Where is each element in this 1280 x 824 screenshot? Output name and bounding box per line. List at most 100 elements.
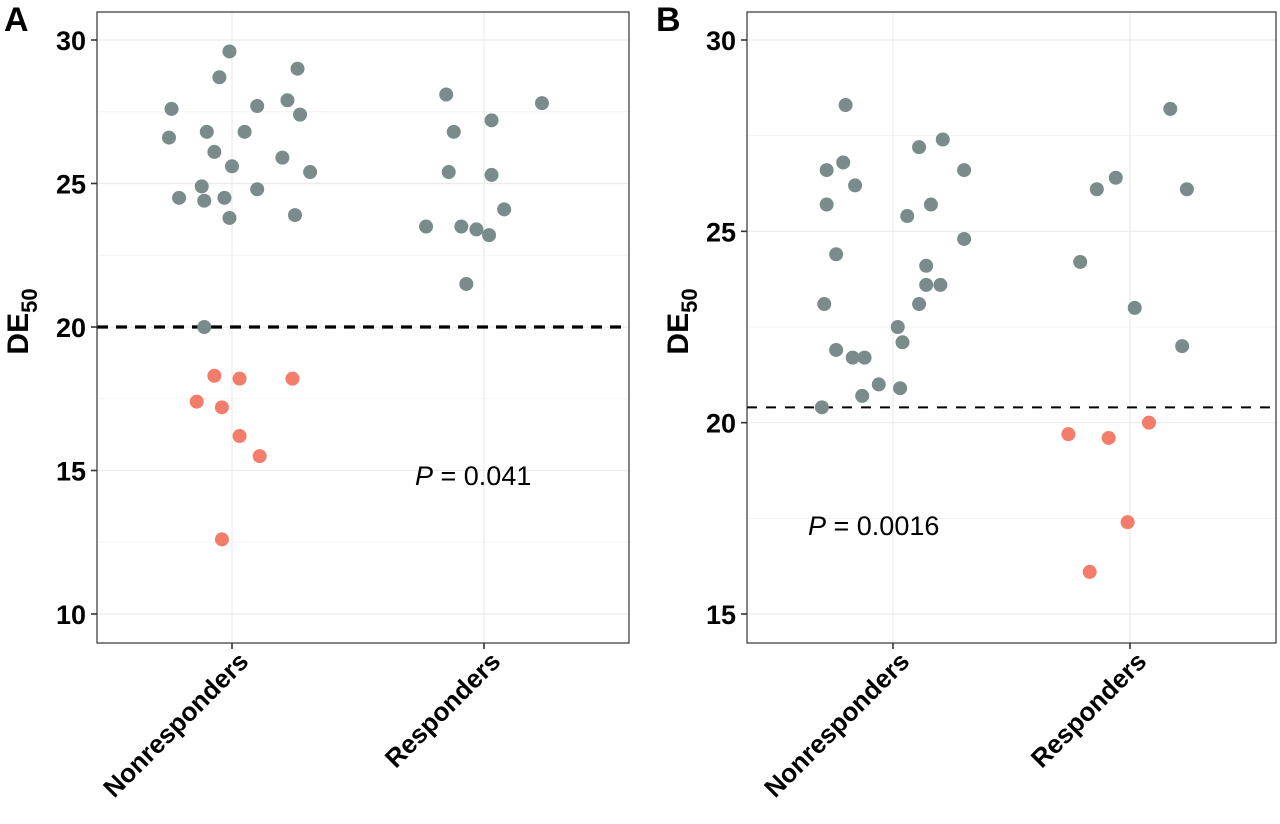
y-tick-label: 15 (56, 457, 86, 487)
plot-frame (746, 11, 1277, 644)
data-point-nonresponders-above (814, 400, 829, 415)
data-point-nonresponders-below (214, 400, 229, 415)
y-axis-title: DE50 (662, 288, 702, 354)
y-axis-title-main: DE (662, 313, 695, 355)
data-point-responders-above (482, 228, 497, 243)
p-value-symbol: P (808, 511, 826, 541)
data-point-nonresponders-above (836, 155, 851, 170)
p-value-annotation: P = 0.0016 (808, 511, 939, 541)
data-point-nonresponders-above (935, 132, 950, 147)
y-tick-label: 30 (706, 26, 736, 56)
y-axis-title-subscript: 50 (677, 288, 702, 312)
data-point-nonresponders-above (293, 107, 308, 122)
data-point-nonresponders-above (207, 144, 222, 159)
x-category-label: Nonresponders (97, 646, 254, 803)
data-point-nonresponders-above (194, 179, 209, 194)
data-point-responders-above (419, 219, 434, 234)
data-point-nonresponders-above (919, 258, 934, 273)
data-point-responders-above (1108, 170, 1123, 185)
data-point-nonresponders-above (919, 277, 934, 292)
data-point-nonresponders-above (893, 381, 908, 396)
data-point-nonresponders-above (197, 193, 212, 208)
data-point-nonresponders-above (912, 297, 927, 312)
data-point-responders-above (439, 87, 454, 102)
y-tick-label: 10 (56, 600, 86, 630)
data-point-nonresponders-below (189, 394, 204, 409)
data-point-nonresponders-above (162, 130, 176, 145)
data-point-nonresponders-above (957, 231, 972, 246)
y-tick-label: 20 (706, 409, 736, 439)
y-tick-label: 25 (706, 217, 736, 247)
data-point-nonresponders-above (222, 44, 237, 59)
data-point-nonresponders-above (819, 163, 834, 178)
data-point-nonresponders-above (290, 61, 305, 76)
data-point-responders-above (484, 167, 499, 182)
data-point-nonresponders-above (857, 350, 872, 365)
data-point-nonresponders-above (250, 182, 265, 197)
panel-letter: B (656, 1, 681, 39)
data-point-responders-above (534, 96, 549, 111)
y-axis-title-subscript: 50 (17, 288, 42, 312)
data-point-responders-below (1101, 430, 1116, 445)
data-point-nonresponders-above (197, 320, 212, 334)
data-point-nonresponders-above (838, 98, 853, 113)
data-point-nonresponders-above (217, 190, 232, 205)
data-point-responders-above (1175, 339, 1190, 354)
y-tick-label: 30 (56, 26, 86, 56)
data-point-responders-above (441, 165, 456, 180)
x-category-label: Responders (1025, 646, 1152, 773)
data-point-nonresponders-above (890, 320, 905, 334)
data-point-responders-above (1073, 254, 1088, 269)
data-point-responders-below (1082, 564, 1097, 579)
data-point-responders-above (459, 276, 474, 291)
data-point-responders-above (497, 202, 512, 217)
y-tick-label: 15 (706, 600, 736, 630)
data-point-responders-above (446, 124, 461, 139)
p-value-annotation: P = 0.041 (415, 461, 531, 491)
data-point-nonresponders-above (199, 124, 214, 139)
data-point-nonresponders-above (164, 101, 179, 116)
data-point-nonresponders-below (214, 532, 229, 547)
data-point-responders-above (469, 222, 484, 237)
data-point-responders-below (1141, 415, 1156, 430)
data-point-responders-above (1127, 300, 1142, 315)
data-point-nonresponders-above (829, 247, 844, 262)
data-point-responders-below (1061, 427, 1076, 442)
data-point-nonresponders-above (237, 124, 252, 139)
data-point-nonresponders-above (855, 388, 870, 403)
data-point-nonresponders-above (172, 190, 187, 205)
data-point-nonresponders-above (829, 342, 844, 357)
data-point-nonresponders-above (817, 297, 832, 312)
data-point-nonresponders-below (285, 371, 300, 386)
data-point-nonresponders-below (207, 368, 222, 383)
data-point-nonresponders-above (819, 197, 834, 212)
data-point-nonresponders-above (275, 150, 290, 165)
x-category-label: Nonresponders (758, 646, 915, 803)
data-point-nonresponders-below (252, 449, 267, 464)
data-point-nonresponders-above (957, 163, 972, 178)
data-point-nonresponders-above (900, 209, 915, 224)
y-axis-title-main: DE (2, 313, 35, 355)
data-point-responders-below (1120, 515, 1135, 530)
data-point-nonresponders-above (250, 99, 265, 114)
data-point-nonresponders-above (280, 93, 295, 108)
y-tick-label: 20 (56, 313, 86, 343)
p-value-text: = 0.0016 (826, 511, 939, 541)
y-axis-title: DE50 (2, 288, 42, 354)
data-point-nonresponders-above (912, 140, 927, 155)
panel-b: 15 20 25 30 Nonresponders Responders DE50 B P = … (656, 1, 1277, 803)
data-point-responders-above (484, 113, 499, 128)
p-value-text: = 0.041 (433, 461, 531, 491)
y-tick-label: 25 (56, 170, 86, 200)
data-point-nonresponders-above (848, 178, 863, 193)
data-point-responders-above (1179, 182, 1194, 197)
data-point-responders-above (1163, 101, 1178, 116)
data-point-nonresponders-above (303, 165, 318, 180)
data-point-responders-above (1089, 182, 1104, 197)
panel-letter: A (4, 1, 29, 39)
data-point-nonresponders-above (871, 377, 886, 392)
data-point-nonresponders-above (225, 159, 239, 174)
p-value-symbol: P (415, 461, 433, 491)
data-point-nonresponders-below (232, 371, 247, 386)
